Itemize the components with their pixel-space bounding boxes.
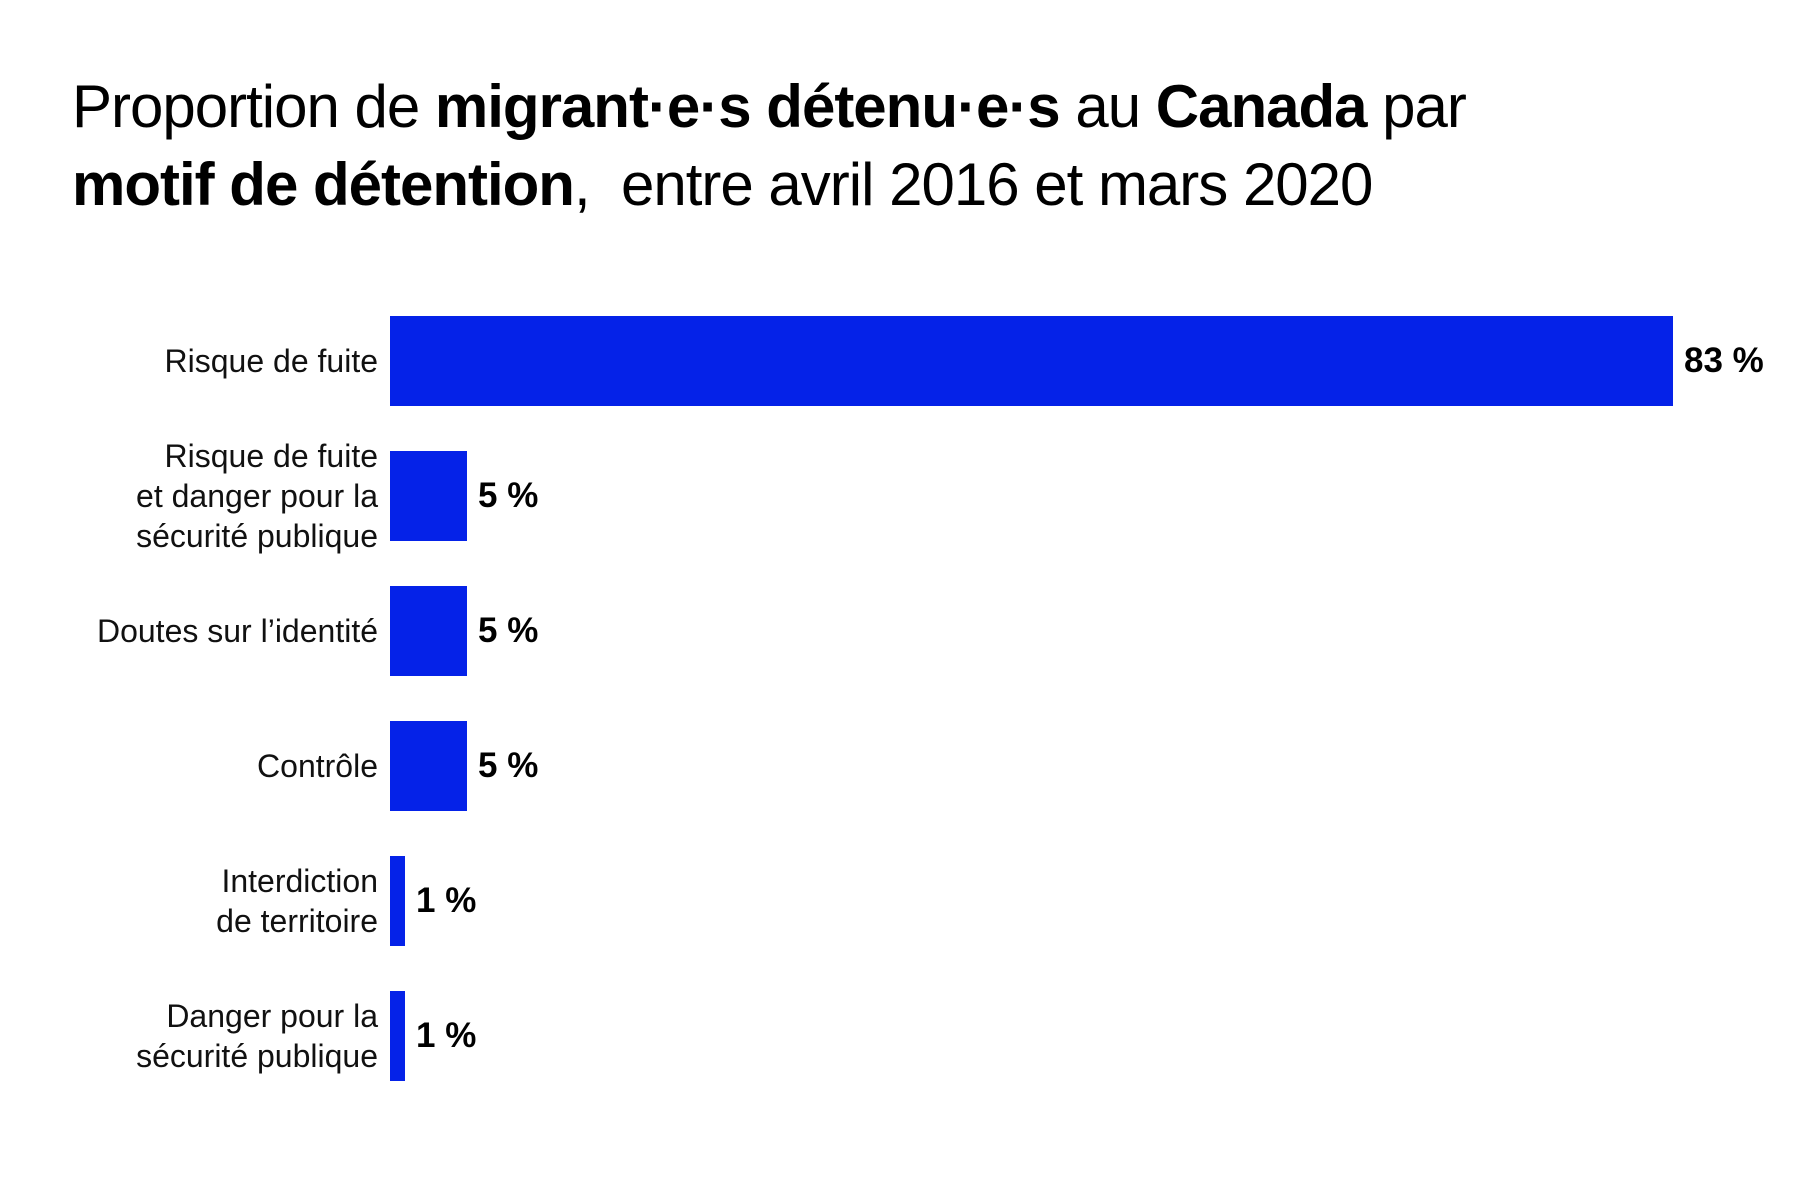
value-label: 1 % — [416, 1015, 477, 1055]
label-line: sécurité publique — [136, 1037, 378, 1074]
title-segment: , entre avril 2016 et mars 2020 — [573, 151, 1373, 218]
chart-row: Danger pour la sécurité publique 1 % — [36, 968, 1800, 1103]
label-line: Risque de fuite — [164, 437, 378, 474]
label-line: sécurité publique — [136, 517, 378, 554]
chart-title: Proportion de migrant·e·s détenu·e·s au … — [72, 68, 1467, 224]
label-line: Danger pour la — [166, 997, 378, 1034]
bar — [390, 990, 405, 1081]
title-segment: par — [1366, 73, 1467, 140]
label-line: et danger pour la — [136, 477, 378, 514]
label-line: Interdiction — [221, 862, 378, 899]
category-label: Danger pour la sécurité publique — [36, 996, 378, 1076]
title-line: Proportion de migrant·e·s détenu·e·s au … — [72, 68, 1467, 146]
chart-row: Doutes sur l’identité 5 % — [36, 563, 1800, 698]
chart-row: Risque de fuite 83 % — [36, 293, 1800, 428]
category-label: Risque de fuite et danger pour la sécurité… — [36, 436, 378, 556]
title-segment: au — [1059, 73, 1156, 140]
title-segment: motif de détention — [72, 151, 575, 218]
label-line: Contrôle — [257, 747, 378, 784]
bar — [390, 720, 467, 811]
bar — [390, 450, 467, 541]
label-line: Risque de fuite — [164, 342, 378, 379]
chart-row: Contrôle 5 % — [36, 698, 1800, 833]
value-label: 5 % — [478, 745, 539, 785]
category-label: Interdiction de territoire — [36, 861, 378, 941]
chart-row: Interdiction de territoire 1 % — [36, 833, 1800, 968]
title-segment: migrant·e·s détenu·e·s — [434, 73, 1061, 140]
bar-chart: Risque de fuite 83 % Risque de fuite et dan… — [36, 293, 1800, 1103]
title-segment: Proportion de — [72, 73, 435, 140]
bar — [390, 855, 405, 946]
category-label: Risque de fuite — [36, 341, 378, 381]
chart-row: Risque de fuite et danger pour la sécurité… — [36, 428, 1800, 563]
category-label: Contrôle — [36, 746, 378, 786]
value-label: 83 % — [1684, 340, 1764, 380]
value-label: 5 % — [478, 610, 539, 650]
category-label: Doutes sur l’identité — [36, 611, 378, 651]
bar — [390, 315, 1673, 406]
label-line: de territoire — [216, 902, 378, 939]
value-label: 1 % — [416, 880, 477, 920]
bar — [390, 585, 467, 676]
label-line: Doutes sur l’identité — [96, 612, 378, 649]
title-line: motif de détention, entre avril 2016 et … — [72, 146, 1466, 224]
title-segment: Canada — [1155, 73, 1368, 140]
value-label: 5 % — [478, 475, 539, 515]
